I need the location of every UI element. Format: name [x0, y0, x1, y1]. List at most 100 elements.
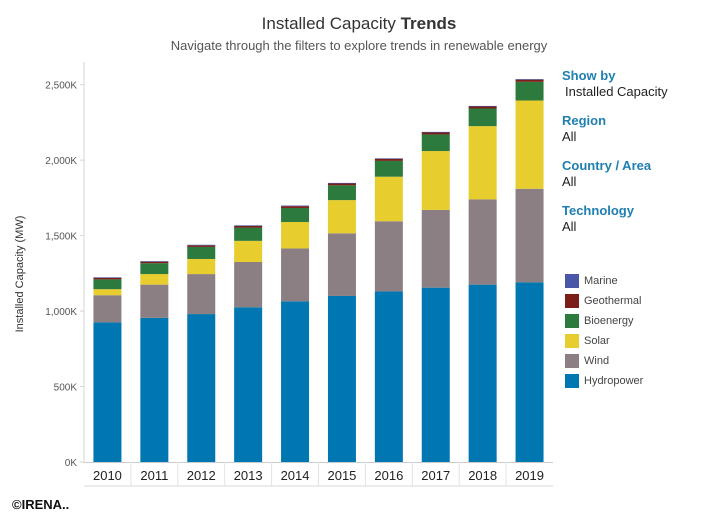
x-tick-label: 2019 — [515, 468, 544, 483]
y-tick-label: 1,500K — [45, 232, 77, 243]
filter-region-label: Region — [562, 113, 607, 128]
legend-item-geothermal[interactable]: Geothermal — [565, 291, 705, 311]
bar-segment-solar — [468, 126, 497, 200]
filter-show-by-value[interactable]: Installed Capacity — [565, 84, 668, 99]
legend-item-bioenergy[interactable]: Bioenergy — [565, 311, 705, 331]
bar-segment-solar — [327, 200, 356, 234]
bar-segment-bioenergy — [374, 160, 403, 177]
bar-stack-2017 — [421, 131, 450, 462]
bar-segment-geothermal — [187, 245, 216, 247]
bar-segment-bioenergy — [515, 81, 544, 101]
bar-segment-marine — [187, 244, 216, 246]
bar-segment-marine — [515, 79, 544, 80]
bar-segment-wind — [374, 221, 403, 292]
bar-segment-marine — [327, 182, 356, 184]
filter-region[interactable]: Region All — [562, 113, 712, 144]
bar-segment-solar — [281, 222, 310, 249]
bar-segment-marine — [140, 261, 169, 262]
bar-segment-bioenergy — [187, 246, 216, 259]
x-tick-label: 2017 — [421, 468, 450, 483]
bar-segment-geothermal — [281, 206, 310, 208]
legend-item-hydropower[interactable]: Hydropower — [565, 371, 705, 391]
filter-technology-label: Technology — [562, 203, 634, 218]
legend-label: Hydropower — [584, 375, 644, 387]
bar-segment-hydropower — [515, 282, 544, 462]
copyright-notice: ©IRENA.. — [12, 497, 70, 512]
filter-country-label: Country / Area — [562, 158, 652, 173]
filters-panel: Show by Installed Capacity Region All Co… — [562, 68, 712, 248]
x-tick-label: 2014 — [281, 468, 310, 483]
bar-segment-solar — [140, 274, 169, 285]
chart-subtitle: Navigate through the filters to explore … — [170, 38, 548, 53]
legend-item-marine[interactable]: Marine — [565, 271, 705, 291]
bar-segment-solar — [187, 258, 216, 275]
bar-segment-geothermal — [515, 79, 544, 82]
filter-region-value[interactable]: All — [562, 129, 577, 144]
bar-segment-wind — [140, 284, 169, 318]
bar-segment-hydropower — [93, 322, 122, 462]
bar-stack-2015 — [327, 182, 356, 462]
bar-segment-wind — [327, 233, 356, 296]
legend-swatch — [565, 354, 579, 368]
legend-label: Marine — [584, 275, 618, 287]
bar-segment-hydropower — [281, 301, 310, 462]
x-tick-label: 2018 — [468, 468, 497, 483]
filter-show-by[interactable]: Show by Installed Capacity — [562, 68, 712, 99]
bar-segment-marine — [281, 205, 310, 207]
bar-stack-2016 — [374, 158, 403, 462]
bar-segment-bioenergy — [93, 279, 122, 290]
bar-segment-solar — [515, 100, 544, 189]
bar-segment-hydropower — [187, 314, 216, 462]
bar-segment-marine — [234, 225, 263, 226]
chart-title: Installed Capacity Trends — [0, 14, 718, 34]
x-tick-label: 2012 — [187, 468, 216, 483]
legend-label: Wind — [584, 355, 610, 367]
bar-segment-wind — [468, 199, 497, 285]
filter-technology-value[interactable]: All — [562, 219, 577, 234]
filter-country-value[interactable]: All — [562, 174, 577, 189]
chart-legend: Marine Geothermal Bioenergy Solar Wind Hydrop… — [565, 271, 705, 391]
bar-stack-2013 — [234, 225, 263, 462]
x-tick-label: 2015 — [327, 468, 356, 483]
bar-segment-solar — [421, 151, 450, 210]
legend-swatch — [565, 274, 579, 288]
y-axis-title: Installed Capacity (MW) — [14, 216, 26, 333]
bar-segment-geothermal — [327, 183, 356, 186]
x-tick-label: 2010 — [93, 468, 122, 483]
x-tick-label: 2013 — [234, 468, 263, 483]
bar-segment-geothermal — [421, 132, 450, 135]
legend-item-wind[interactable]: Wind — [565, 351, 705, 371]
bar-segment-solar — [374, 176, 403, 222]
bar-segment-hydropower — [327, 295, 356, 462]
bar-segment-marine — [93, 277, 122, 278]
bar-segment-marine — [374, 158, 403, 159]
chart-title-plain: Installed Capacity — [261, 14, 401, 33]
bar-segment-geothermal — [140, 261, 169, 264]
bar-stack-2018 — [468, 105, 497, 462]
legend-swatch — [565, 294, 579, 308]
bar-segment-wind — [281, 248, 310, 302]
bar-segment-wind — [93, 295, 122, 323]
filter-country[interactable]: Country / Area All — [562, 158, 712, 189]
bar-segment-geothermal — [234, 225, 263, 228]
legend-swatch — [565, 314, 579, 328]
x-tick-label: 2016 — [374, 468, 403, 483]
bar-segment-hydropower — [140, 317, 169, 462]
bar-segment-hydropower — [234, 307, 263, 462]
y-tick-label: 2,000K — [45, 156, 77, 167]
filter-technology[interactable]: Technology All — [562, 203, 712, 234]
legend-item-solar[interactable]: Solar — [565, 331, 705, 351]
bar-segment-wind — [515, 188, 544, 283]
bar-segment-wind — [187, 274, 216, 315]
bar-segment-wind — [421, 209, 450, 288]
chart-title-bold: Trends — [400, 14, 457, 33]
bar-segment-geothermal — [93, 277, 122, 280]
bar-segment-geothermal — [468, 106, 497, 109]
bar-segment-bioenergy — [234, 227, 263, 241]
bar-segment-bioenergy — [140, 263, 169, 275]
bar-segment-bioenergy — [327, 185, 356, 201]
bar-segment-geothermal — [374, 158, 403, 161]
bar-segment-hydropower — [421, 287, 450, 462]
y-tick-label: 0K — [65, 458, 78, 469]
